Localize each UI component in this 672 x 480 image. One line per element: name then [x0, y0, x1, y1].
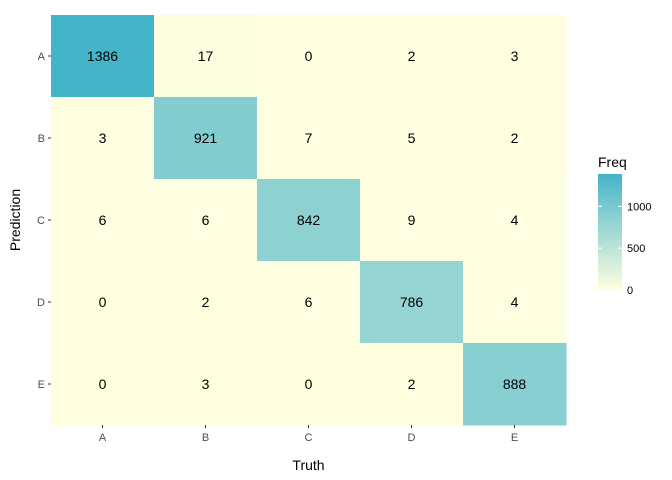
heatmap-cell [257, 179, 361, 262]
x-tick-label: E [511, 432, 518, 444]
cell-value-label: 2 [408, 376, 416, 392]
y-axis-ticks: A B C D E [37, 51, 51, 391]
x-axis-title: Truth [292, 457, 324, 473]
legend-ticks: 0 500 1000 [598, 201, 651, 297]
heatmap-cell [463, 15, 567, 98]
heatmap-cell [51, 97, 155, 180]
y-tick-label: D [37, 297, 45, 309]
cell-value-label: 5 [408, 130, 416, 146]
heatmap-cell [360, 343, 464, 426]
x-tick-label: C [305, 432, 313, 444]
cell-value-label: 2 [202, 294, 210, 310]
cell-value-label: 3 [511, 48, 519, 64]
heatmap-cell [51, 343, 155, 426]
cell-value-label: 0 [99, 294, 107, 310]
heatmap-cell [154, 261, 258, 344]
legend: Freq 0 500 1000 [598, 154, 651, 297]
y-tick-label: A [38, 51, 46, 63]
x-tick-label: D [408, 432, 416, 444]
heatmap-cell [463, 179, 567, 262]
heatmap-cell [257, 97, 361, 180]
heatmap-cell [51, 15, 155, 98]
cell-value-label: 842 [297, 212, 321, 228]
cell-value-label: 17 [198, 48, 214, 64]
heatmap-cell [360, 15, 464, 98]
heatmap-cell [257, 343, 361, 426]
legend-tick-label: 0 [627, 285, 633, 297]
x-axis-ticks: A B C D E [99, 425, 518, 444]
y-tick-label: C [37, 215, 45, 227]
cell-value-label: 2 [511, 130, 519, 146]
legend-colorbar [598, 174, 622, 290]
cell-value-label: 3 [202, 376, 210, 392]
cell-value-label: 1386 [87, 48, 118, 64]
heatmap-cell [463, 343, 567, 426]
cell-value-label: 6 [202, 212, 210, 228]
cell-value-label: 6 [99, 212, 107, 228]
heatmap-cell [360, 261, 464, 344]
y-axis-title: Prediction [7, 189, 23, 251]
heatmap-cell [257, 15, 361, 98]
cell-value-label: 3 [99, 130, 107, 146]
cell-value-label: 6 [305, 294, 313, 310]
cell-value-label: 4 [511, 294, 519, 310]
legend-title: Freq [598, 154, 627, 170]
heatmap-cell [51, 179, 155, 262]
legend-tick-label: 500 [627, 243, 645, 255]
heatmap-cell [154, 179, 258, 262]
x-tick-label: B [202, 432, 209, 444]
cell-value-label: 888 [503, 376, 527, 392]
heatmap-cell [154, 343, 258, 426]
heatmap-cell [257, 261, 361, 344]
heatmap-cells: 1386 17 0 2 3 3 921 7 5 2 6 6 842 9 4 0 2 6 786 4 0 3 0 2 888 [51, 15, 567, 426]
cell-value-label: 2 [408, 48, 416, 64]
heatmap-cell [154, 97, 258, 180]
cell-value-label: 0 [305, 376, 313, 392]
heatmap-cell [51, 261, 155, 344]
x-tick-label: A [99, 432, 107, 444]
cell-value-label: 786 [400, 294, 424, 310]
cell-value-label: 9 [408, 212, 416, 228]
y-tick-label: B [38, 133, 45, 145]
cell-value-label: 921 [194, 130, 218, 146]
y-tick-label: E [38, 379, 45, 391]
heatmap-cell [463, 97, 567, 180]
heatmap-cell [360, 179, 464, 262]
cell-value-label: 7 [305, 130, 313, 146]
legend-tick-label: 1000 [627, 201, 651, 213]
cell-value-label: 0 [305, 48, 313, 64]
cell-value-label: 4 [511, 212, 519, 228]
heatmap-cell [154, 15, 258, 98]
heatmap-cell [463, 261, 567, 344]
cell-value-label: 0 [99, 376, 107, 392]
heatmap-cell [360, 97, 464, 180]
